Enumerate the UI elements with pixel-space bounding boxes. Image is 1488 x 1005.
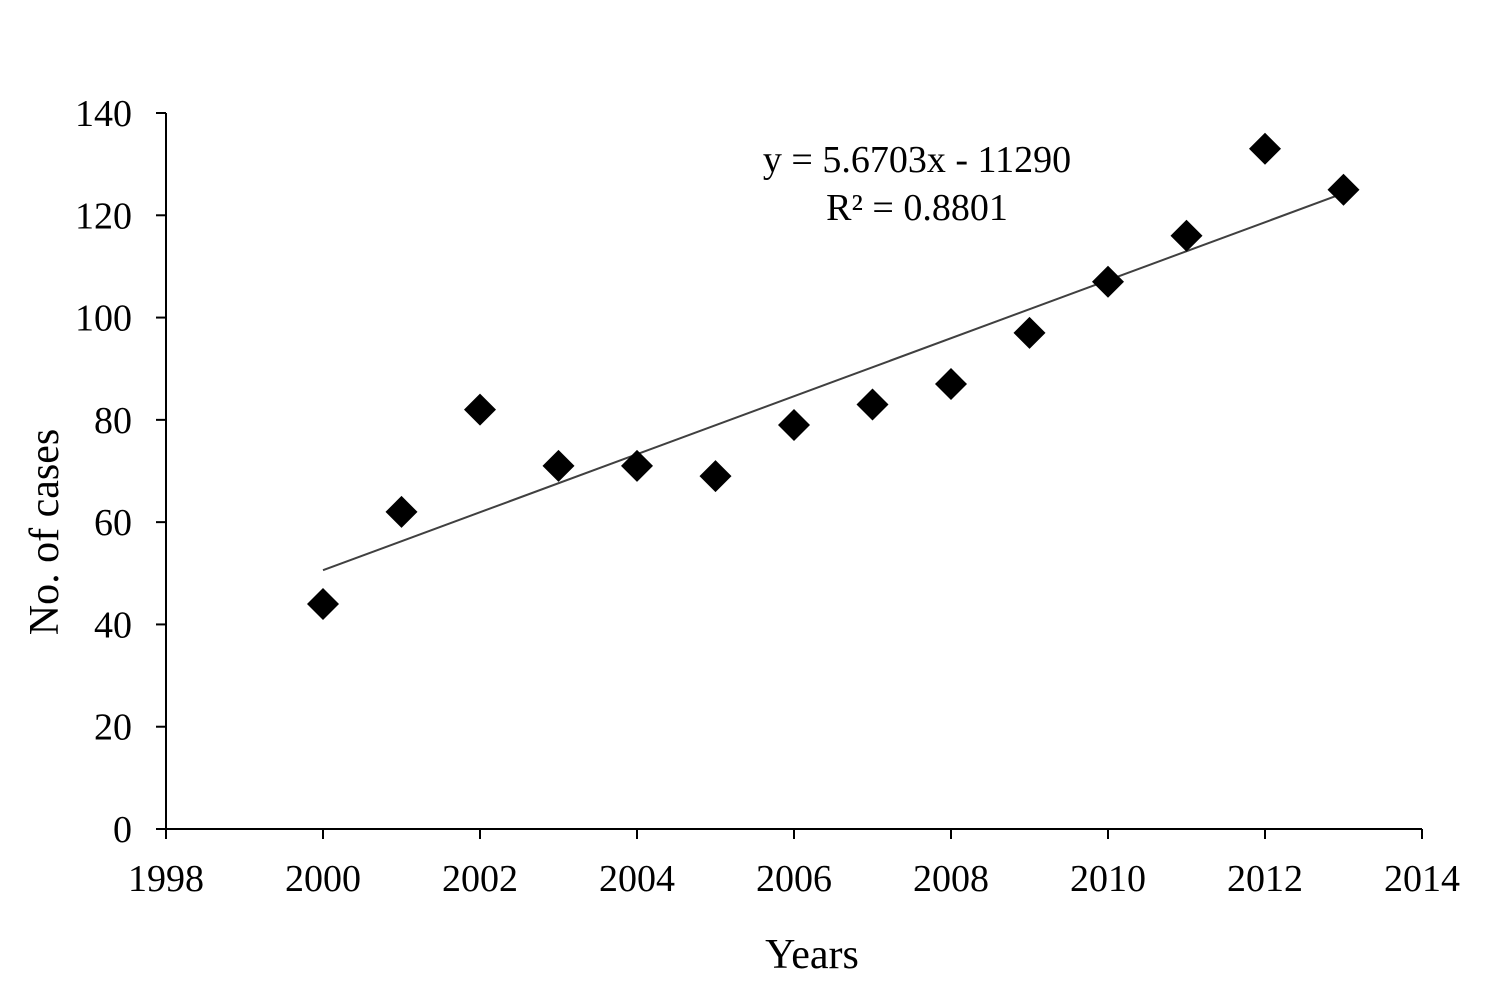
trendline-layer [322,192,1344,572]
y-tick-label: 80 [94,400,132,442]
y-tick-label: 20 [94,707,132,749]
axes [165,113,1422,830]
data-point-diamond [464,393,496,426]
data-point-diamond [935,368,967,401]
x-tick-label: 2008 [913,858,989,900]
data-point-diamond [856,388,889,421]
data-point-diamond [1013,316,1046,349]
x-axis-title: Years [765,932,859,978]
y-tick-label: 140 [75,93,132,135]
x-tick-label: 2010 [1070,858,1146,900]
data-point-diamond [1092,265,1124,298]
data-points [307,132,1360,620]
x-tick-label: 2000 [285,858,361,900]
y-tick-label: 40 [94,604,132,646]
y-axis-ticks: 0 20 40 60 80 100 120 140 [75,93,166,851]
x-tick-label: 2004 [599,858,675,900]
y-axis-title: No. of cases [22,429,68,635]
x-tick-label: 2006 [756,858,832,900]
x-axis-ticks: 1998 2000 2002 2004 2006 2008 2010 2012 2014 [128,829,1460,900]
data-point-diamond [699,460,732,493]
x-tick-label: 2014 [1384,858,1460,900]
y-tick-label: 60 [94,502,132,544]
y-tick-label: 100 [75,298,132,340]
data-point-diamond [1170,219,1203,252]
y-tick-label: 0 [113,809,132,851]
data-point-diamond [307,587,339,620]
x-tick-label: 1998 [128,858,204,900]
trendline [322,192,1344,572]
data-point-diamond [385,495,418,528]
data-point-diamond [1327,173,1360,206]
trendline-equation: y = 5.6703x - 11290 [763,139,1071,181]
x-tick-label: 2002 [442,858,518,900]
trendline-r-squared: R² = 0.8801 [826,187,1008,229]
y-tick-label: 120 [75,195,132,237]
x-tick-label: 2012 [1227,858,1303,900]
data-point-diamond [778,408,810,441]
data-point-diamond [1249,132,1281,165]
data-point-diamond [542,449,575,482]
data-point-diamond [621,449,653,482]
